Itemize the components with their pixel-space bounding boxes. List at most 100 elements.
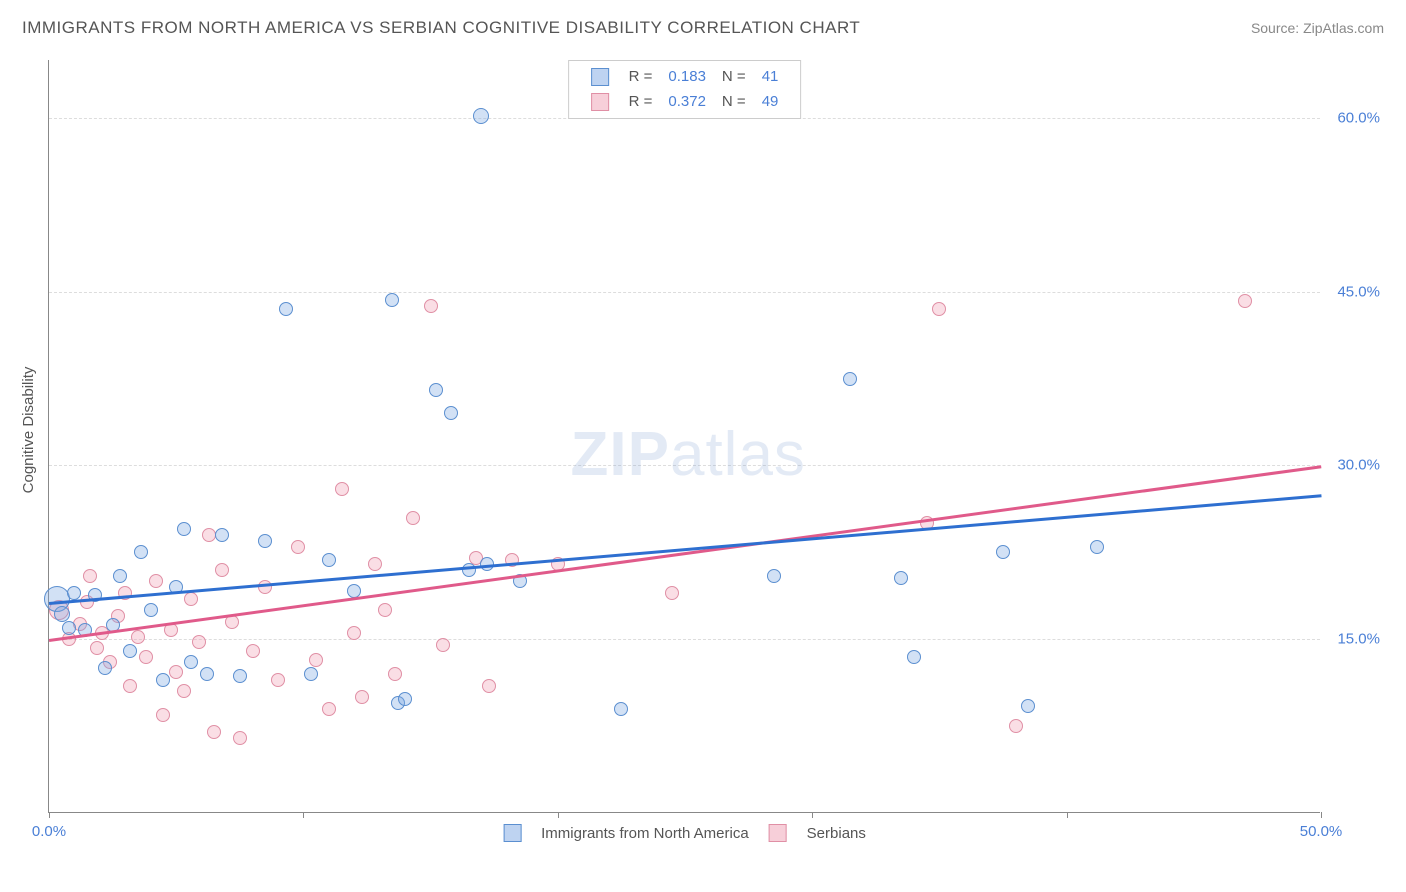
scatter-point-pink (347, 626, 361, 640)
legend-swatch-blue (503, 824, 521, 842)
scatter-point-blue (907, 650, 921, 664)
scatter-point-pink (233, 731, 247, 745)
legend-swatch-blue (591, 68, 609, 86)
y-tick-label: 45.0% (1325, 283, 1380, 300)
scatter-point-pink (139, 650, 153, 664)
scatter-point-pink (207, 725, 221, 739)
r-label: R = (621, 65, 661, 90)
scatter-point-pink (355, 690, 369, 704)
scatter-point-blue (258, 534, 272, 548)
scatter-point-blue (134, 545, 148, 559)
scatter-point-blue (462, 563, 476, 577)
x-tick (1321, 812, 1322, 818)
legend-stats: R =0.183N =41 R =0.372N =49 (568, 60, 802, 119)
x-tick (1067, 812, 1068, 818)
scatter-point-blue (215, 528, 229, 542)
plot-area: 15.0%30.0%45.0%60.0%0.0%50.0%ZIPatlasR =… (48, 60, 1320, 813)
scatter-point-blue (347, 584, 361, 598)
x-tick (303, 812, 304, 818)
scatter-point-pink (149, 574, 163, 588)
scatter-point-blue (67, 586, 81, 600)
legend-series: Immigrants from North America Serbians (493, 824, 876, 842)
scatter-point-blue (156, 673, 170, 687)
scatter-point-blue (304, 667, 318, 681)
scatter-point-pink (90, 641, 104, 655)
scatter-point-pink (1238, 294, 1252, 308)
y-tick-label: 60.0% (1325, 109, 1380, 126)
scatter-point-blue (200, 667, 214, 681)
gridline-horizontal (49, 465, 1320, 466)
scatter-point-blue (98, 661, 112, 675)
scatter-point-blue (113, 569, 127, 583)
legend-label-pink: Serbians (807, 825, 866, 842)
scatter-point-pink (932, 302, 946, 316)
legend-swatch-pink (769, 824, 787, 842)
scatter-point-blue (279, 302, 293, 316)
scatter-point-pink (123, 679, 137, 693)
scatter-point-pink (169, 665, 183, 679)
scatter-point-pink (156, 708, 170, 722)
trend-line-pink (49, 465, 1321, 641)
x-tick (558, 812, 559, 818)
scatter-point-pink (406, 511, 420, 525)
gridline-horizontal (49, 639, 1320, 640)
scatter-point-blue (322, 553, 336, 567)
legend-label-blue: Immigrants from North America (541, 825, 749, 842)
scatter-point-pink (436, 638, 450, 652)
scatter-point-pink (131, 630, 145, 644)
scatter-point-pink (665, 586, 679, 600)
source-attribution: Source: ZipAtlas.com (1251, 20, 1384, 36)
scatter-point-blue (767, 569, 781, 583)
scatter-point-pink (309, 653, 323, 667)
scatter-point-pink (378, 603, 392, 617)
scatter-point-pink (322, 702, 336, 716)
scatter-point-blue (894, 571, 908, 585)
scatter-point-pink (388, 667, 402, 681)
n-value: 49 (754, 90, 787, 115)
legend-swatch-pink (591, 93, 609, 111)
scatter-point-blue (429, 383, 443, 397)
x-tick (49, 812, 50, 818)
scatter-point-pink (271, 673, 285, 687)
scatter-point-blue (233, 669, 247, 683)
scatter-point-blue (843, 372, 857, 386)
scatter-point-blue (398, 692, 412, 706)
scatter-point-pink (215, 563, 229, 577)
scatter-point-pink (335, 482, 349, 496)
x-tick-label: 0.0% (32, 823, 66, 840)
scatter-point-blue (177, 522, 191, 536)
scatter-point-blue (473, 108, 489, 124)
scatter-point-pink (1009, 719, 1023, 733)
trend-line-blue (49, 494, 1321, 604)
n-value: 41 (754, 65, 787, 90)
gridline-horizontal (49, 292, 1320, 293)
scatter-point-blue (184, 655, 198, 669)
r-value: 0.372 (660, 90, 714, 115)
scatter-point-pink (368, 557, 382, 571)
scatter-point-pink (482, 679, 496, 693)
scatter-point-blue (1021, 699, 1035, 713)
scatter-point-blue (444, 406, 458, 420)
n-label: N = (714, 90, 754, 115)
scatter-point-pink (291, 540, 305, 554)
r-label: R = (621, 90, 661, 115)
scatter-point-pink (424, 299, 438, 313)
scatter-point-blue (996, 545, 1010, 559)
x-tick (812, 812, 813, 818)
y-axis-label: Cognitive Disability (20, 367, 37, 494)
scatter-point-blue (385, 293, 399, 307)
r-value: 0.183 (660, 65, 714, 90)
scatter-point-blue (123, 644, 137, 658)
scatter-point-pink (184, 592, 198, 606)
scatter-point-blue (1090, 540, 1104, 554)
scatter-point-blue (614, 702, 628, 716)
n-label: N = (714, 65, 754, 90)
scatter-point-pink (177, 684, 191, 698)
scatter-point-blue (54, 606, 70, 622)
chart-title: IMMIGRANTS FROM NORTH AMERICA VS SERBIAN… (22, 18, 860, 38)
scatter-point-pink (246, 644, 260, 658)
y-tick-label: 15.0% (1325, 631, 1380, 648)
scatter-point-pink (83, 569, 97, 583)
scatter-point-pink (192, 635, 206, 649)
x-tick-label: 50.0% (1300, 823, 1343, 840)
